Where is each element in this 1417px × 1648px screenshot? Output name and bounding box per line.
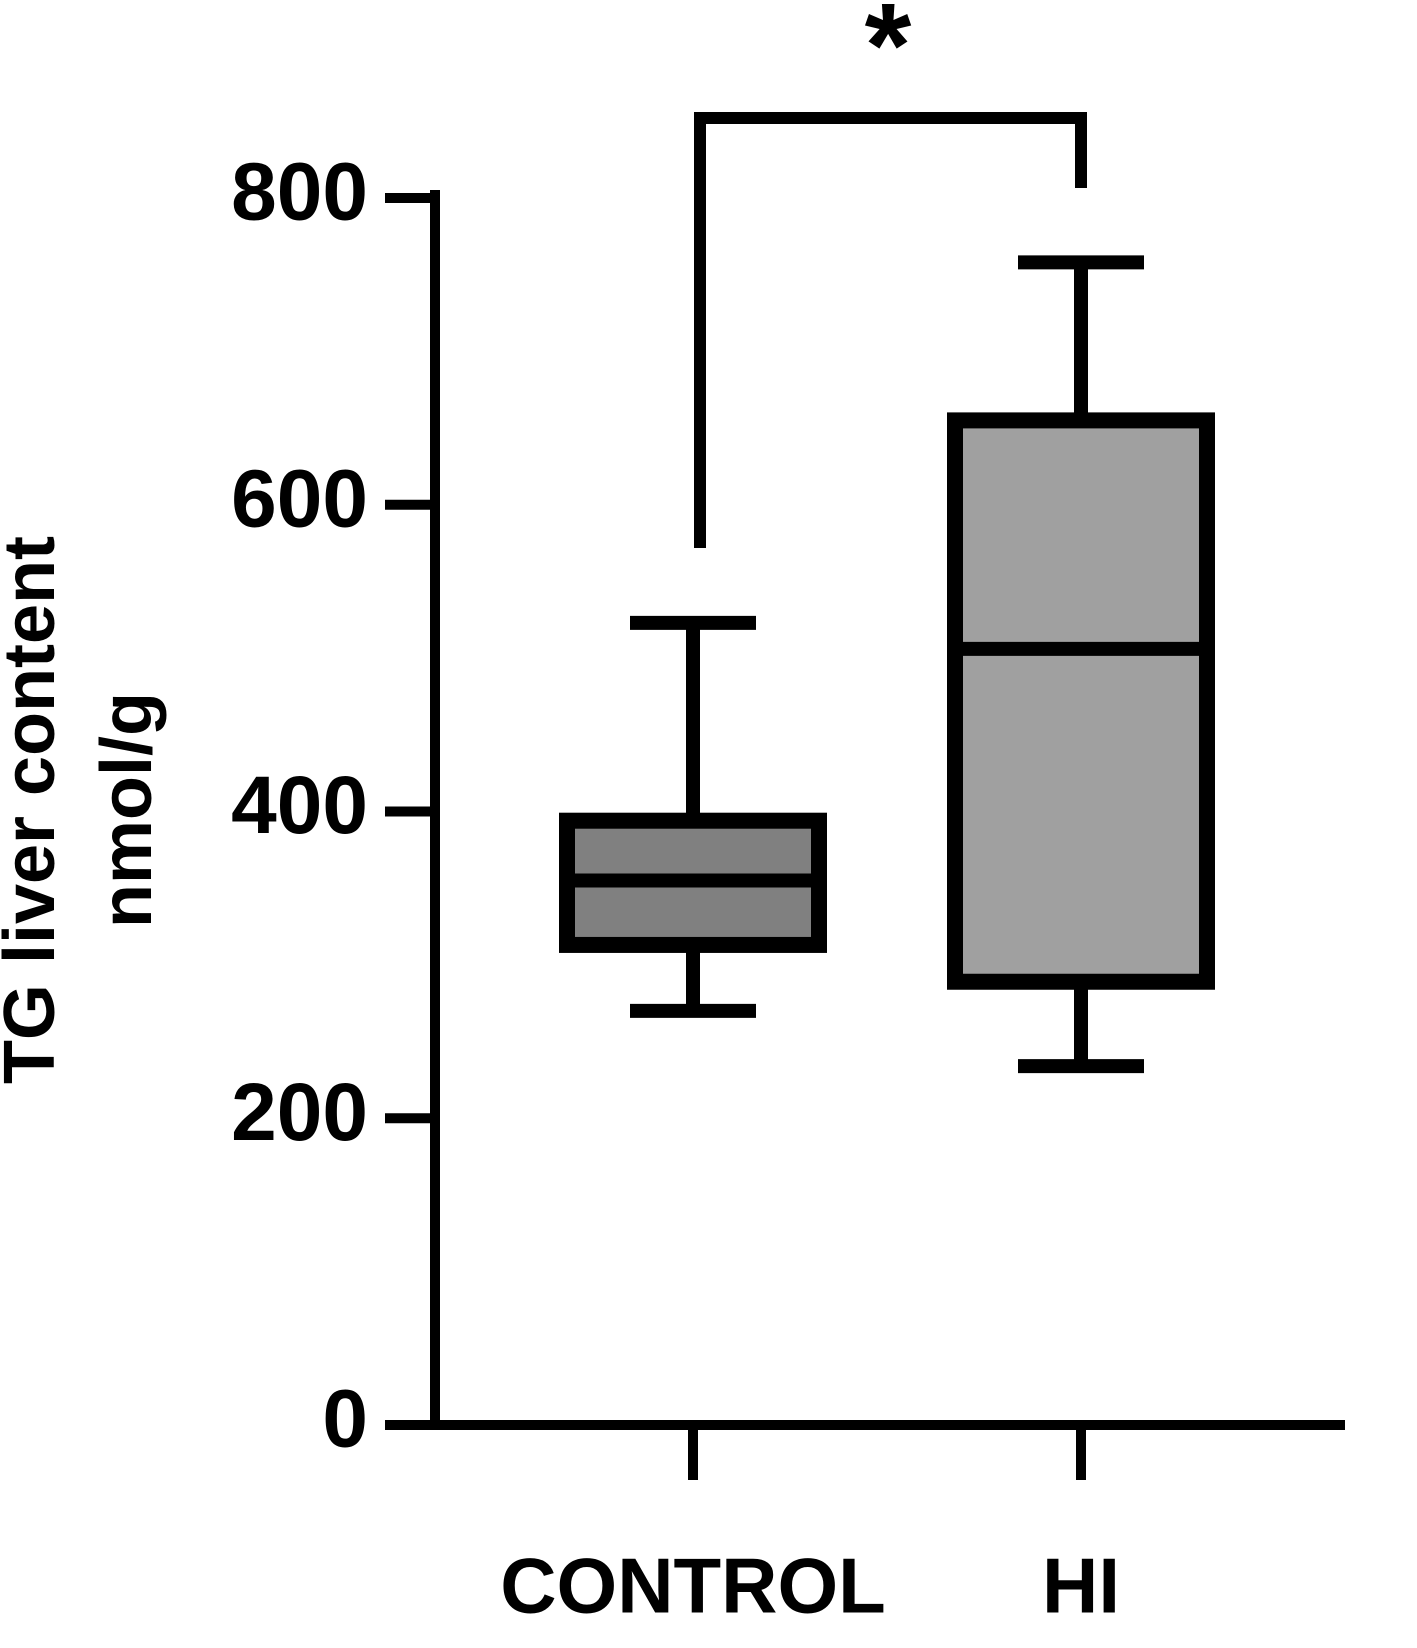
y-axis-label: TG liver content bbox=[0, 536, 70, 1084]
significance-star: * bbox=[865, 0, 912, 113]
y-tick-label: 600 bbox=[231, 453, 368, 544]
x-tick-label: CONTROL bbox=[500, 1542, 886, 1630]
y-tick-label: 0 bbox=[322, 1374, 368, 1465]
y-tick-label: 200 bbox=[231, 1067, 368, 1158]
box bbox=[947, 412, 1215, 990]
y-tick-label: 400 bbox=[231, 760, 368, 851]
y-axis-label: nmol/g bbox=[87, 692, 167, 928]
x-tick-label: HI bbox=[1042, 1542, 1120, 1630]
y-tick-label: 800 bbox=[231, 147, 368, 238]
significance-bracket bbox=[694, 112, 1087, 548]
